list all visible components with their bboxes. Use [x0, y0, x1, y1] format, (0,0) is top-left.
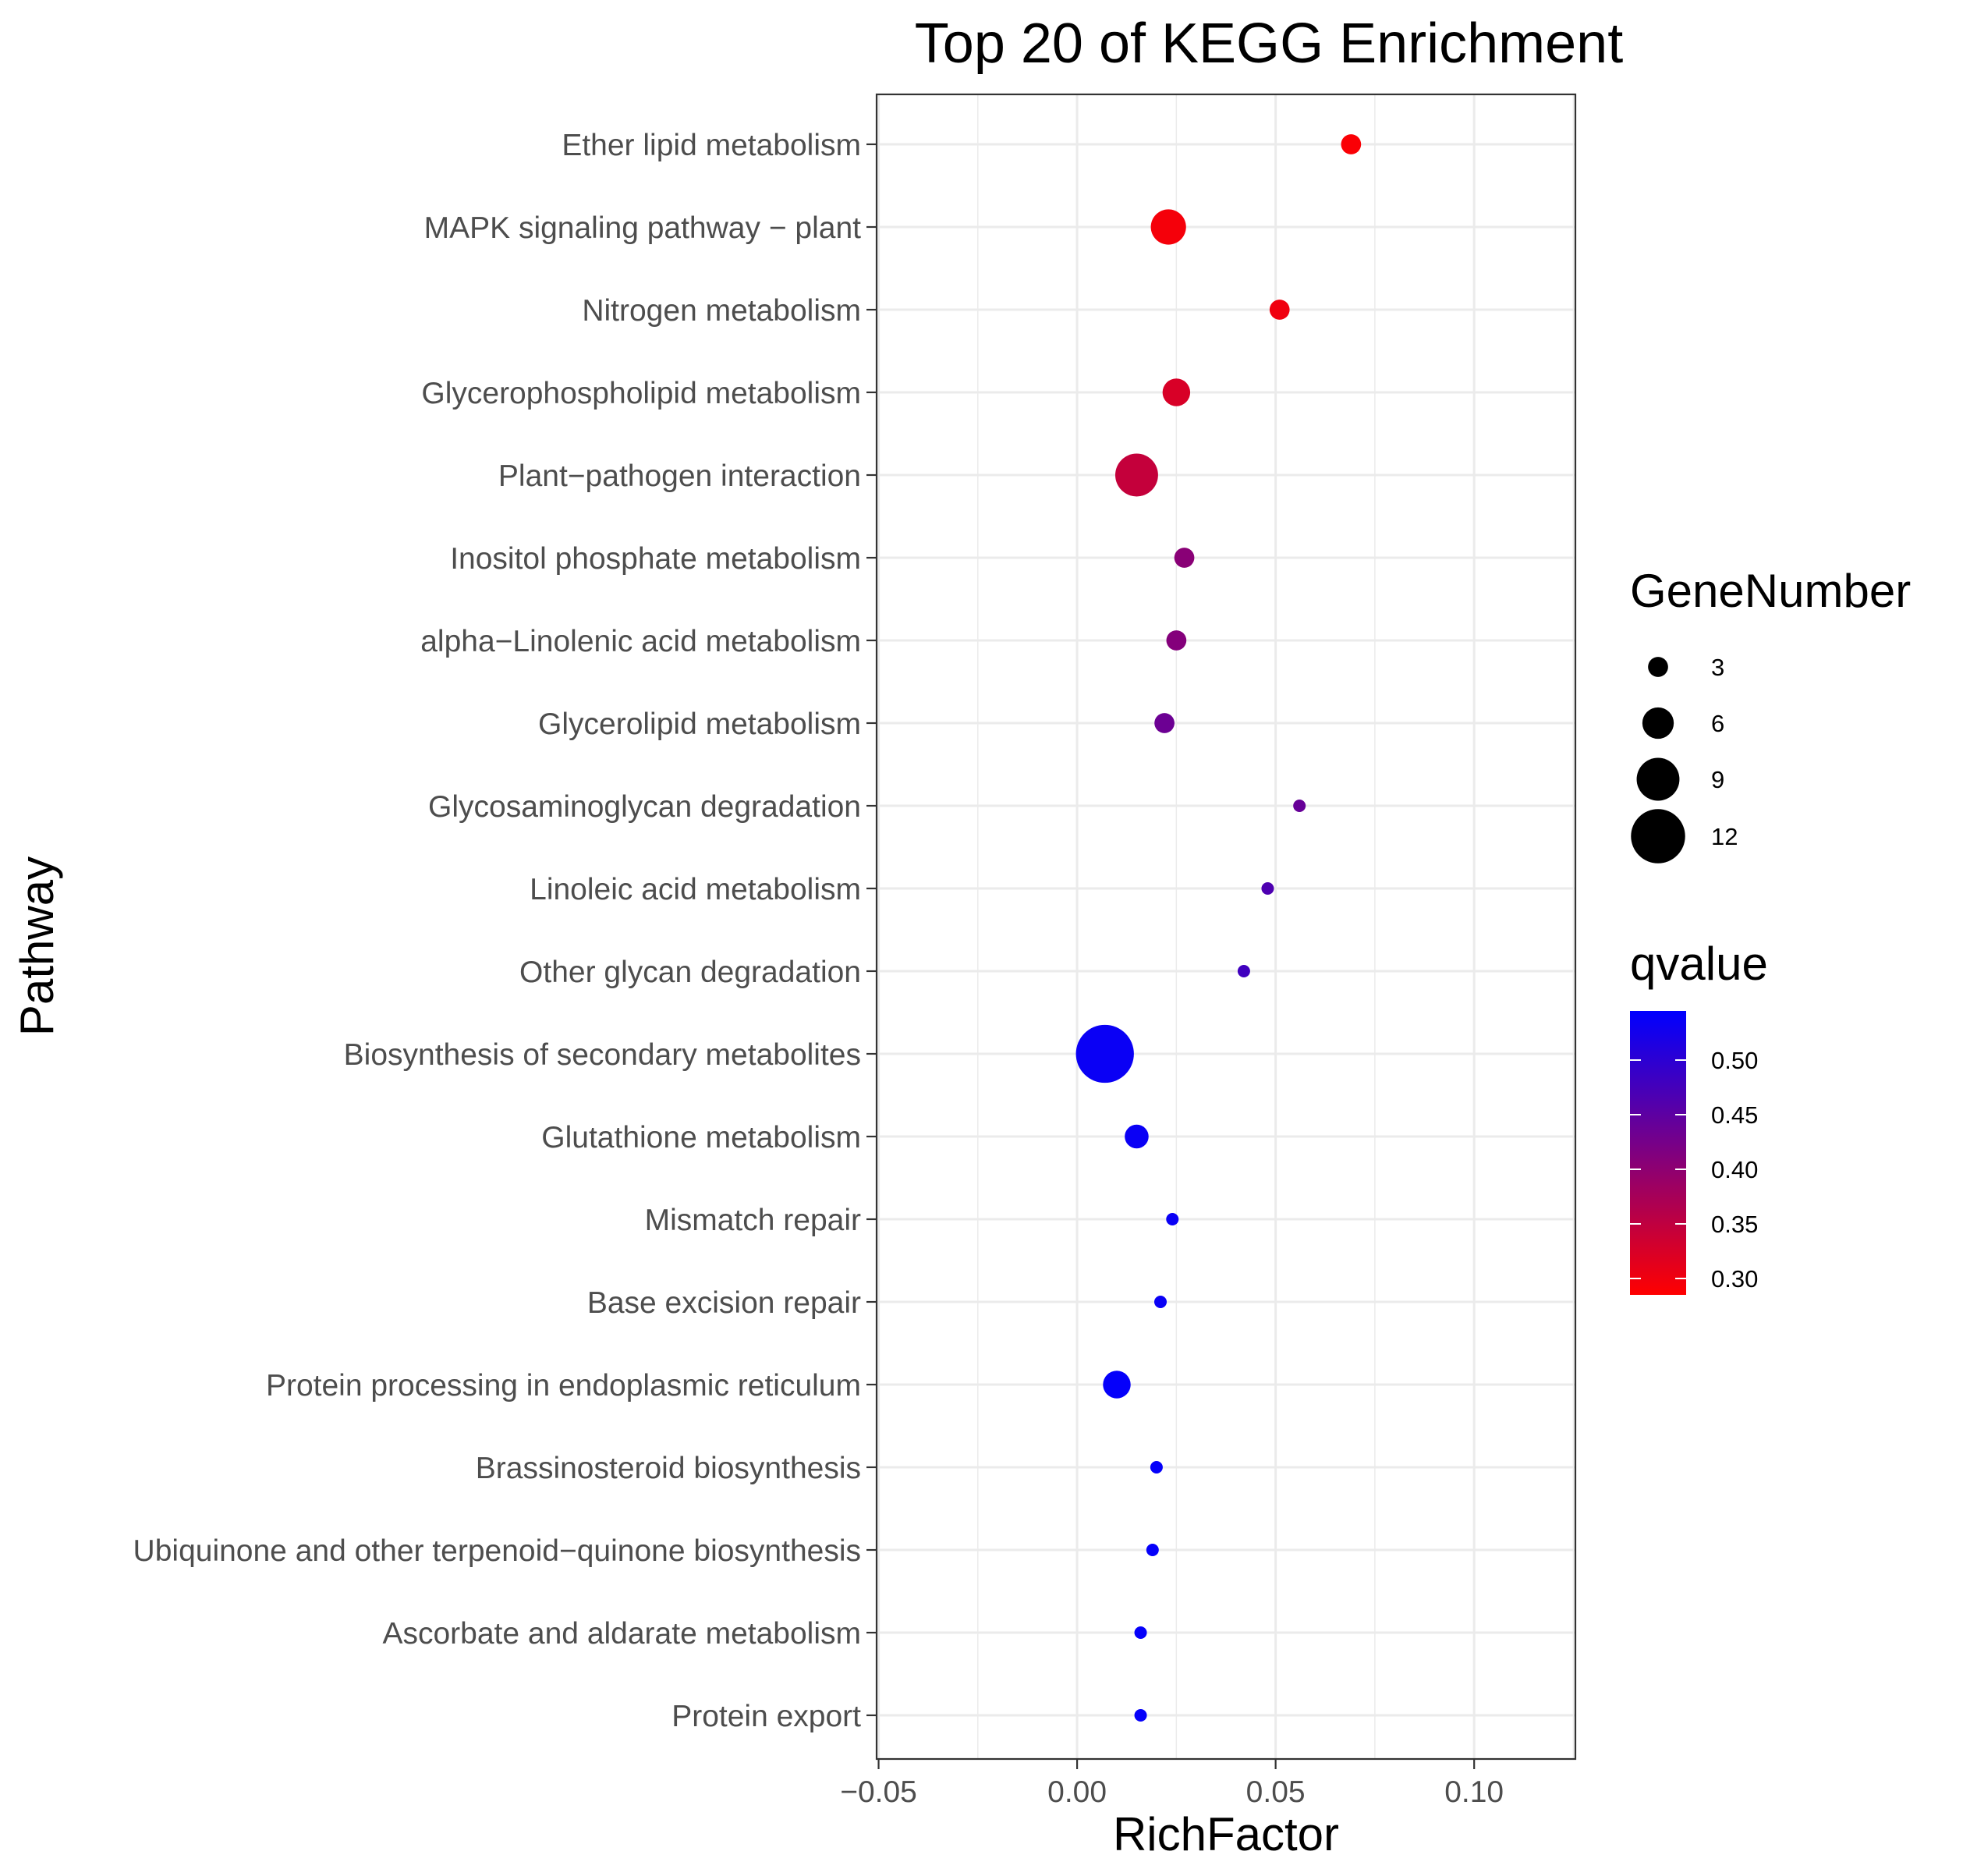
size-legend-label: 6 [1711, 710, 1724, 737]
x-tick-label: 0.10 [1444, 1775, 1504, 1809]
y-tick-label: Protein export [671, 1700, 861, 1733]
data-point [1150, 209, 1186, 245]
data-point [1166, 1213, 1179, 1225]
y-tick-label: Glutathione metabolism [541, 1121, 861, 1154]
data-point [1134, 1709, 1147, 1722]
y-tick-label: Glycerophospholipid metabolism [421, 377, 861, 410]
size-legend: 3 6 9 12 [1631, 654, 1738, 864]
y-tick-label: alpha−Linolenic acid metabolism [420, 625, 861, 658]
x-axis-label: RichFactor [1113, 1808, 1339, 1860]
color-legend-title: qvalue [1630, 938, 1768, 990]
y-tick-label: Nitrogen metabolism [582, 294, 861, 328]
size-legend-key [1631, 809, 1685, 864]
x-tick-label: 0.05 [1246, 1775, 1306, 1809]
color-legend-label: 0.30 [1711, 1265, 1758, 1293]
data-points [1075, 134, 1362, 1722]
y-axis: Ether lipid metabolism MAPK signaling pat… [133, 129, 877, 1733]
data-point [1125, 1124, 1149, 1149]
size-legend-key [1636, 757, 1680, 801]
data-point [1154, 1296, 1167, 1308]
y-tick-label: Brassinosteroid biosynthesis [476, 1452, 861, 1485]
data-point [1075, 1024, 1134, 1083]
y-tick-label: Ascorbate and aldarate metabolism [382, 1617, 861, 1651]
x-tick-label: −0.05 [840, 1775, 917, 1809]
minor-gridlines [977, 94, 1575, 1759]
y-tick-label: MAPK signaling pathway − plant [424, 211, 862, 245]
color-legend-label: 0.45 [1711, 1101, 1758, 1129]
size-legend-label: 12 [1711, 823, 1738, 850]
data-point [1154, 713, 1175, 733]
data-point [1115, 453, 1158, 497]
y-tick-label: Glycerolipid metabolism [538, 707, 861, 741]
color-legend-label: 0.35 [1711, 1211, 1758, 1238]
x-axis: −0.05 0.00 0.05 0.10 [840, 1759, 1504, 1809]
y-tick-label: Inositol phosphate metabolism [450, 542, 861, 576]
y-axis-label: Pathway [11, 856, 63, 1036]
y-tick-label: Base excision repair [587, 1286, 861, 1320]
data-point [1237, 965, 1250, 977]
data-point [1293, 800, 1306, 812]
size-legend-label: 9 [1711, 766, 1724, 793]
color-legend-bar [1630, 1011, 1686, 1295]
color-legend-label: 0.40 [1711, 1156, 1758, 1183]
data-point [1162, 378, 1191, 406]
y-tick-label: Protein processing in endoplasmic reticu… [266, 1369, 861, 1403]
data-point [1103, 1371, 1131, 1399]
color-legend-label: 0.50 [1711, 1047, 1758, 1074]
data-point [1150, 1461, 1163, 1473]
chart-title: Top 20 of KEGG Enrichment [915, 12, 1623, 75]
y-tick-label: Biosynthesis of secondary metabolites [344, 1038, 861, 1072]
size-legend-key [1642, 707, 1674, 739]
color-legend-ticks: 0.30 0.35 0.40 0.45 0.50 [1630, 1047, 1758, 1293]
y-tick-label: Linoleic acid metabolism [530, 873, 861, 906]
y-tick-label: Ubiquinone and other terpenoid−quinone b… [133, 1534, 861, 1568]
panel-background [877, 94, 1575, 1759]
x-tick-label: 0.00 [1047, 1775, 1107, 1809]
panel-border [875, 93, 1577, 1761]
plot-panel [875, 93, 1577, 1761]
size-legend-label: 3 [1711, 654, 1724, 681]
data-point [1174, 548, 1195, 568]
data-point [1166, 630, 1187, 651]
data-point [1146, 1544, 1159, 1556]
y-tick-label: Glycosaminoglycan degradation [428, 790, 861, 824]
y-tick-label: Other glycan degradation [519, 956, 861, 989]
size-legend-title: GeneNumber [1630, 565, 1911, 617]
legend: GeneNumber 3 6 9 12 qvalue 0.30 0.35 0.40 0.45… [1630, 565, 1911, 1295]
major-gridlines [877, 94, 1575, 1759]
y-tick-label: Mismatch repair [645, 1204, 861, 1237]
data-point [1341, 134, 1362, 154]
y-tick-label: Ether lipid metabolism [562, 129, 861, 162]
data-point [1269, 300, 1290, 320]
size-legend-key [1648, 657, 1668, 677]
data-point [1261, 882, 1274, 895]
y-tick-label: Plant−pathogen interaction [498, 459, 861, 493]
data-point [1134, 1626, 1147, 1639]
